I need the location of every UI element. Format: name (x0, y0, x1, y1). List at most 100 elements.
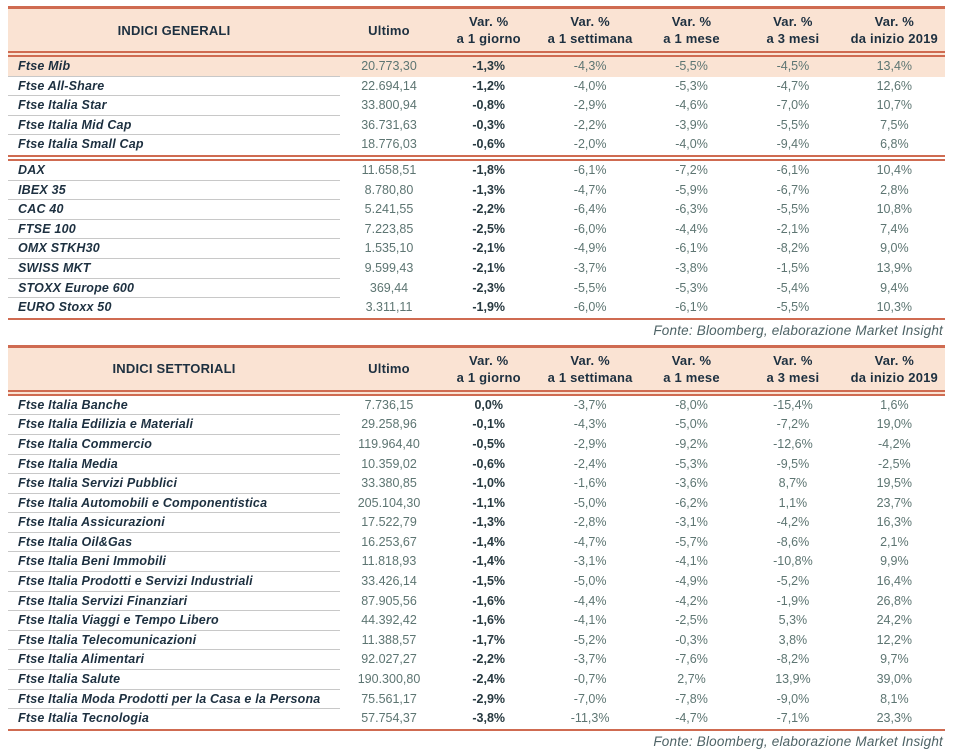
table-row: Ftse Italia Star 33.800,94 -0,8% -2,9% -4,6%… (8, 96, 945, 116)
var-3m-value: -8,2% (776, 652, 810, 667)
var-1m-value: -0,3% (675, 632, 708, 647)
index-name: Ftse Italia Beni Immobili (8, 552, 340, 573)
column-header-var-1d: Var. % a 1 giorno (456, 352, 521, 385)
var-3m-value: -7,1% (776, 711, 810, 726)
column-header-var-3m: Var. % a 3 mesi (766, 352, 820, 385)
last-value: 36.731,63 (361, 117, 417, 132)
last-value: 3.311,11 (365, 300, 413, 315)
var-1w-value: -6,4% (573, 202, 607, 217)
var-3m-value: -8,6% (776, 534, 810, 549)
var-ytd-value: 1,6% (880, 397, 909, 412)
column-header-var-1m: Var. % a 1 mese (663, 14, 720, 46)
var-1m-value: -4,0% (675, 137, 708, 152)
var-1m-value: -5,3% (675, 280, 708, 295)
var-1w-value: -7,0% (573, 691, 607, 706)
table-row: Ftse Italia Small Cap 18.776,03 -0,6% -2,0%… (8, 135, 945, 155)
last-value: 11.818,93 (361, 554, 417, 569)
last-value: 190.300,80 (357, 672, 421, 687)
var-1w-value: -2,9% (573, 436, 607, 451)
column-header-var-3m: Var. % a 3 mesi (766, 14, 820, 46)
index-group: Ftse Mib 20.773,30 -1,3% -4,3% -5,5% -4,5% 13,… (8, 57, 945, 155)
var-1w-value: -4,7% (573, 182, 607, 197)
var-ytd-value: 23,7% (876, 495, 913, 510)
var-1w-value: -6,1% (573, 162, 607, 177)
var-1d-value: -0,3% (472, 117, 506, 132)
var-1d-value: -1,9% (472, 300, 506, 315)
var-ytd-value: 9,4% (880, 280, 909, 295)
index-name: Ftse Mib (8, 57, 340, 77)
table-row: Ftse Italia Tecnologia 57.754,37 -3,8% -11,… (8, 709, 945, 729)
var-1m-value: -5,0% (675, 417, 708, 432)
table-row: DAX 11.658,51 -1,8% -6,1% -7,2% -6,1% 10,4% (8, 161, 945, 181)
last-value: 33.800,94 (361, 98, 417, 113)
index-name: OMX STKH30 (8, 239, 340, 259)
var-1m-value: -3,1% (675, 515, 708, 530)
last-value: 7.736,15 (364, 397, 414, 412)
table-row: SWISS MKT 9.599,43 -2,1% -3,7% -3,8% -1,5% 13,… (8, 259, 945, 279)
var-1d-value: -2,1% (472, 260, 506, 275)
table-row: Ftse Italia Prodotti e Servizi Industria… (8, 572, 945, 592)
var-1d-value: -1,7% (472, 632, 506, 647)
var-ytd-value: 16,3% (876, 515, 913, 530)
var-1m-value: -4,6% (675, 98, 708, 113)
var-1w-value: -2,4% (573, 456, 607, 471)
var-ytd-value: 24,2% (876, 613, 913, 628)
last-value: 22.694,14 (361, 78, 417, 93)
var-1w-value: -4,3% (573, 59, 607, 73)
table-row: Ftse Italia Commercio 119.964,40 -0,5% -2,9… (8, 435, 945, 455)
var-3m-value: -6,1% (776, 162, 810, 177)
var-ytd-value: 9,9% (880, 554, 909, 569)
var-1d-value: -1,4% (472, 554, 506, 569)
var-3m-value: -9,5% (776, 456, 810, 471)
var-1w-value: -2,2% (573, 117, 607, 132)
var-3m-value: -5,5% (776, 202, 810, 217)
table-row: OMX STKH30 1.535,10 -2,1% -4,9% -6,1% -8,2% 9,… (8, 239, 945, 259)
last-value: 1.535,10 (364, 241, 414, 256)
source-note: Fonte: Bloomberg, elaborazione Market In… (653, 322, 943, 338)
var-3m-value: -5,4% (776, 280, 810, 295)
last-value: 16.253,67 (361, 534, 417, 549)
var-1m-value: -6,3% (675, 202, 708, 217)
var-3m-value: -4,2% (776, 515, 810, 530)
var-1w-value: -3,7% (573, 397, 607, 412)
index-name: Ftse Italia Edilizia e Materiali (8, 415, 340, 435)
var-1d-value: -2,1% (472, 241, 506, 256)
column-header-var-ytd: Var. % da inizio 2019 (850, 352, 938, 385)
index-name: Ftse Italia Mid Cap (8, 116, 340, 136)
var-1w-value: -2,9% (573, 98, 607, 113)
table-row: Ftse Italia Servizi Finanziari 87.905,56 -… (8, 592, 945, 612)
var-1m-value: -5,5% (675, 59, 708, 73)
var-ytd-value: 7,5% (880, 117, 909, 132)
index-name: Ftse Italia Servizi Pubblici (8, 474, 340, 494)
table-row: STOXX Europe 600 369,44 -2,3% -5,5% -5,3% -5,… (8, 279, 945, 299)
var-1d-value: -2,4% (472, 672, 506, 687)
var-1d-value: -1,6% (472, 613, 506, 628)
index-name: Ftse Italia Tecnologia (18, 711, 150, 726)
var-ytd-value: 2,1% (880, 534, 909, 549)
var-1w-value: -5,0% (573, 495, 607, 510)
last-value: 5.241,55 (364, 202, 414, 217)
var-1m-value: -5,3% (675, 456, 708, 471)
var-1m-value: -7,2% (675, 162, 708, 177)
last-value: 11.658,51 (361, 162, 417, 177)
var-1w-value: -3,7% (573, 260, 607, 275)
index-name: Ftse Italia Moda Prodotti per la Casa e … (8, 690, 340, 710)
table-row: Ftse All-Share 22.694,14 -1,2% -4,0% -5,3% -4… (8, 77, 945, 97)
index-name: Ftse Italia Viaggi e Tempo Libero (8, 611, 340, 631)
var-1d-value: -0,8% (472, 98, 506, 113)
index-name: DAX (8, 161, 340, 181)
table-row: Ftse Italia Servizi Pubblici 33.380,85 -1,… (8, 474, 945, 494)
var-3m-value: -12,6% (773, 436, 813, 451)
last-value: 18.776,03 (361, 137, 417, 152)
var-3m-value: -1,9% (776, 593, 810, 608)
table-row: Ftse Italia Salute 190.300,80 -2,4% -0,7% 2,… (8, 670, 945, 690)
last-value: 8.780,80 (364, 182, 414, 197)
var-1m-value: -4,2% (675, 593, 708, 608)
index-name: Ftse Italia Prodotti e Servizi Industria… (8, 572, 340, 592)
var-1m-value: -6,1% (675, 300, 708, 315)
table-body-generali: Ftse Mib 20.773,30 -1,3% -4,3% -5,5% -4,5% 13,… (8, 57, 945, 318)
index-name: Ftse Italia Alimentari (8, 650, 340, 671)
var-1m-value: -5,3% (675, 78, 708, 93)
table-row: Ftse Italia Viaggi e Tempo Libero 44.392,… (8, 611, 945, 631)
table-row: Ftse Italia Beni Immobili 11.818,93 -1,4% -… (8, 552, 945, 573)
